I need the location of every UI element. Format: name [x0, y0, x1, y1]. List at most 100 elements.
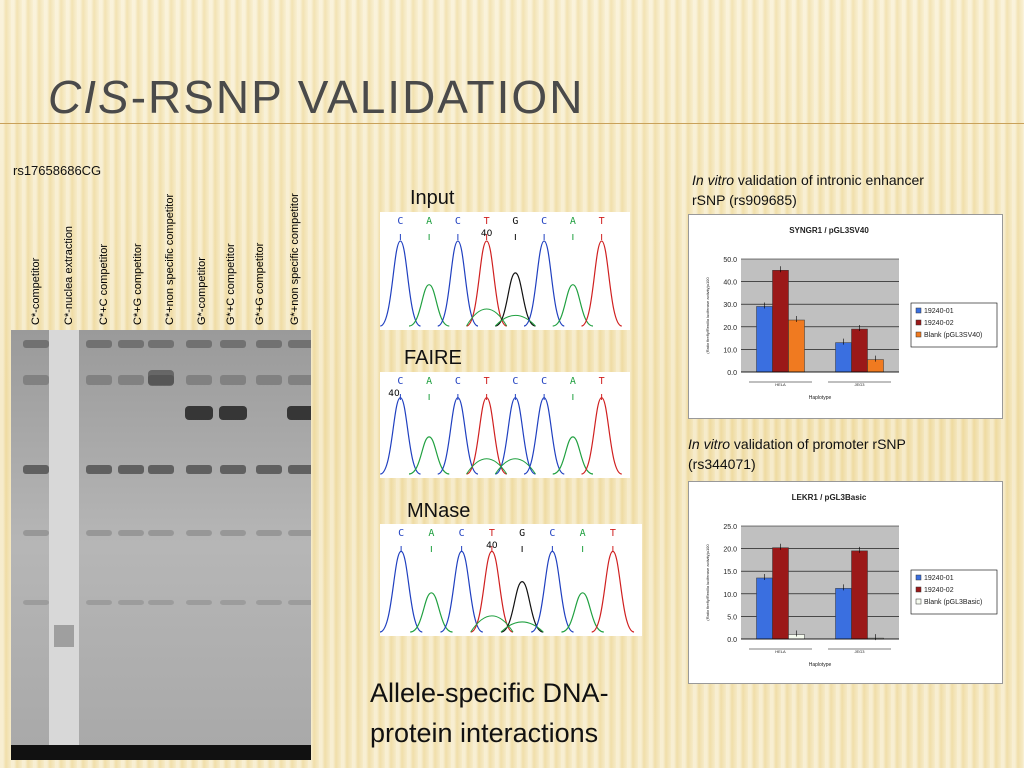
gel-band: [185, 406, 213, 420]
chromatogram-peak: [440, 550, 484, 633]
gel-lane-label: G*-competitor: [196, 257, 208, 325]
gel-band: [118, 530, 144, 536]
base-call-label: T: [489, 528, 495, 539]
chromatogram-faire: C A C T C C A T 40: [380, 372, 630, 478]
base-call-label: C: [549, 528, 555, 539]
gel-band: [148, 375, 174, 385]
bar: [772, 547, 789, 640]
gel-band: [288, 465, 314, 474]
slide-title-rest: -rSNP Validation: [130, 71, 585, 123]
gel-band: [118, 375, 144, 385]
chromatogram-peak: [494, 397, 536, 475]
legend-swatch: [915, 574, 922, 581]
chromatogram-peak: [581, 397, 623, 475]
bar-chart-lekr1: LEKR1 / pGL3Basic 0.0 5.0 10.0 15.0 20.0 25.0 (…: [688, 481, 1003, 684]
slide-title: cis-rSNP Validation: [48, 74, 584, 120]
bar-chart-syngr1: SYNGR1 / pGL3SV40 0.0 10.0 20.0 30.0 40.0 50.0…: [688, 214, 1003, 419]
y-tick-label: 50.0: [723, 257, 737, 264]
legend-swatch: [915, 586, 922, 593]
base-call-label: A: [580, 528, 586, 539]
caption-line-1: Allele-specific DNA-: [370, 678, 609, 708]
base-call-label: C: [455, 216, 461, 227]
gel-band: [148, 370, 174, 386]
validation-caption-line2: (rs344071): [688, 456, 756, 472]
validation-caption-italic: In vitro: [692, 172, 735, 188]
chromatogram-peak: [466, 397, 508, 475]
chart-legend: [910, 302, 998, 348]
gel-band: [148, 600, 174, 605]
y-tick-label: 20.0: [723, 547, 737, 554]
gel-band: [118, 600, 144, 605]
y-tick-label: 0.0: [727, 370, 737, 377]
gel-lane-label: G*+G competitor: [254, 242, 266, 325]
y-tick-label: 25.0: [723, 524, 737, 531]
gel-band: [118, 465, 144, 474]
gel-band: [23, 465, 49, 474]
chromatogram-peak: [437, 240, 479, 327]
base-call-label: A: [570, 216, 576, 227]
gel-lane-label: C*-competitor: [30, 257, 42, 325]
bar: [788, 319, 805, 373]
chromatogram-peak: [466, 240, 508, 327]
validation-caption-promoter: In vitro validation of promoter rSNP (rs…: [688, 434, 906, 474]
base-call-label: G: [512, 216, 518, 227]
base-call-label: C: [397, 216, 403, 227]
gel-band: [287, 406, 315, 420]
base-call-label: T: [610, 528, 616, 539]
base-call-label: C: [541, 376, 547, 387]
chromatogram-peak: [380, 240, 421, 327]
legend-swatch: [915, 331, 922, 338]
gel-band: [219, 406, 247, 420]
y-tick-label: 15.0: [723, 569, 737, 576]
chromatogram-peak: [380, 550, 423, 633]
chromatogram-peak: [408, 284, 450, 327]
base-call-label: C: [455, 376, 461, 387]
base-call-label: T: [599, 376, 605, 387]
bar: [851, 550, 868, 640]
chart-title: SYNGR1 / pGL3SV40: [789, 226, 869, 235]
gel-band: [186, 375, 212, 385]
x-tick-label: JEG3: [854, 382, 865, 387]
gel-band: [220, 465, 246, 474]
gel-band: [288, 340, 314, 348]
base-call-label: T: [484, 376, 490, 387]
base-call-label: A: [570, 376, 576, 387]
chromatogram-peak: [380, 397, 421, 475]
legend-label: 19240-02: [924, 587, 954, 594]
base-call-label: A: [426, 216, 432, 227]
gel-band: [54, 625, 74, 647]
legend-label: 19240-01: [924, 308, 954, 315]
chromatogram-peak: [500, 580, 544, 633]
gel-band: [256, 465, 282, 474]
bar: [835, 588, 852, 640]
base-call-label: C: [512, 376, 518, 387]
chromatogram-peak: [523, 240, 565, 327]
chromatogram-secondary-peak: [494, 458, 536, 475]
chart-title: LEKR1 / pGL3Basic: [792, 493, 867, 502]
gel-band: [23, 375, 49, 385]
base-call-label: C: [541, 216, 547, 227]
chromatogram-mnase: C A C T G C A T 40: [380, 524, 642, 636]
chromatogram-peak: [552, 436, 594, 475]
x-tick-label: HELA: [775, 382, 786, 387]
chromatogram-position: 40: [481, 229, 493, 239]
y-tick-label: 20.0: [723, 325, 737, 332]
gel-band: [186, 530, 212, 536]
y-tick-label: 10.0: [723, 592, 737, 599]
gel-band: [118, 340, 144, 348]
validation-caption-italic: In vitro: [688, 436, 731, 452]
gel-band: [23, 340, 49, 348]
gel-snp-id: rs17658686CG: [13, 163, 102, 178]
gel-lane-label: G*+non specific competitor: [289, 193, 301, 325]
gel-image: [11, 330, 315, 760]
y-tick-label: 10.0: [723, 347, 737, 354]
chromatogram-secondary-peak: [494, 314, 536, 327]
gel-band: [23, 600, 49, 605]
chromatogram-secondary-peak: [500, 621, 544, 633]
validation-caption-text: validation of intronic enhancer: [734, 172, 924, 188]
legend-swatch: [915, 319, 922, 326]
legend-swatch: [915, 598, 922, 605]
gel-band: [220, 600, 246, 605]
base-call-label: C: [459, 528, 465, 539]
base-call-label: G: [519, 528, 525, 539]
